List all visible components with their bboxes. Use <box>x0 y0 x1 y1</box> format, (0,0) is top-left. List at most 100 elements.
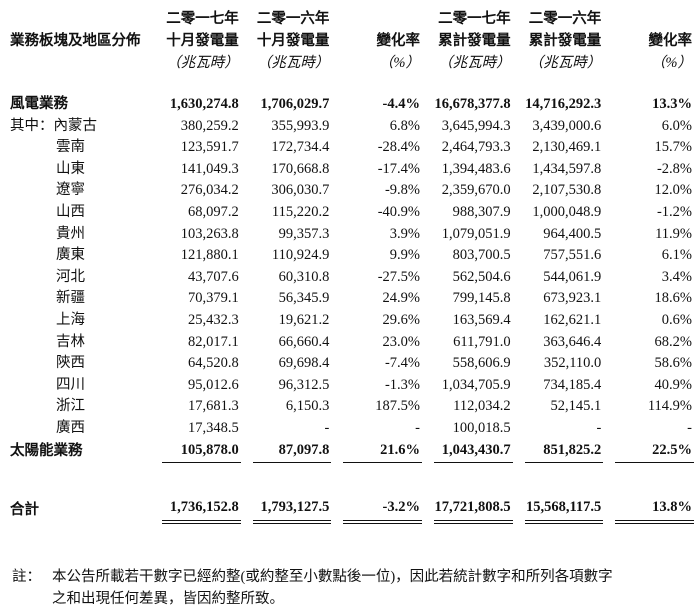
cell-value: -17.4% <box>377 160 420 177</box>
cell-value: 66,660.4 <box>278 333 330 350</box>
table-row-region: 山東 141,049.3 170,668.8 -17.4% 1,394,483.6 1,4… <box>10 159 694 181</box>
note-line-2: 之和出現任何差異，皆因約整所致。 <box>52 591 284 607</box>
cell-value: 123,591.7 <box>180 139 239 156</box>
cell-value: 2,359,670.0 <box>441 182 511 199</box>
footnote: 註： 本公告所載若干數字已經約整(或約整至小數點後一位)，因此若統計數字和所列各項… <box>12 566 700 610</box>
cell-value: 22.5% <box>615 440 694 464</box>
cell-value: 544,061.9 <box>543 268 602 285</box>
cell-value: 100,018.5 <box>452 419 511 436</box>
cell-value: 2,464,793.3 <box>441 139 511 156</box>
cell-value: 99,357.3 <box>278 225 330 242</box>
cell-value: 60,310.8 <box>278 268 330 285</box>
col-unit: （兆瓦時） <box>256 55 330 71</box>
col-unit: （兆瓦時） <box>528 55 602 71</box>
cell-value: 103,263.8 <box>180 225 239 242</box>
col-header-line1: 二零一七年 <box>166 11 239 27</box>
row-label: 廣西 <box>56 419 85 436</box>
cell-value: 6.8% <box>389 117 420 134</box>
row-label: 山西 <box>56 203 85 220</box>
col-unit: （兆瓦時） <box>166 55 239 71</box>
cell-value: - <box>596 419 602 436</box>
cell-value: - <box>415 419 420 436</box>
cell-value: 15.7% <box>654 139 692 156</box>
cell-value: -3.2% <box>343 497 422 524</box>
col-header-line2: 十月發電量 <box>256 33 330 49</box>
cell-value: 52,145.1 <box>550 398 602 415</box>
cell-value: 170,668.8 <box>271 160 330 177</box>
table-row-region: 吉林 82,017.1 66,660.4 23.0% 611,791.0 363,646.… <box>10 332 694 354</box>
cell-value: 43,707.6 <box>187 268 239 285</box>
cell-value: 70,379.1 <box>187 290 239 307</box>
col-unit: （%） <box>378 55 420 71</box>
cell-value: -2.8% <box>656 160 692 177</box>
col-header-line1 <box>603 8 694 30</box>
row-label: 陝西 <box>56 355 85 372</box>
cell-value: 306,030.7 <box>271 182 330 199</box>
cell-value: 16,678,377.8 <box>434 96 511 112</box>
cell-value: 141,049.3 <box>180 160 239 177</box>
cell-value: 24.9% <box>382 290 420 307</box>
cell-value: 9.9% <box>389 247 420 264</box>
cell-value: 56,345.9 <box>278 290 330 307</box>
cell-value: 19,621.2 <box>278 311 330 328</box>
cell-value: 0.6% <box>661 311 692 328</box>
cell-value: 17,721,808.5 <box>434 497 513 524</box>
table-row-region: 廣東 121,880.1 110,924.9 9.9% 803,700.5 757,551… <box>10 245 694 267</box>
table-row-region: 河北 43,707.6 60,310.8 -27.5% 562,504.6 544,061… <box>10 267 694 289</box>
cell-value: 276,034.2 <box>180 182 239 199</box>
table-row-region: 其中：內蒙古 380,259.2 355,993.9 6.8% 3,645,994.3 3… <box>10 116 694 138</box>
col-header-line2: 變化率 <box>376 33 421 49</box>
table-row-region: 貴州 103,263.8 99,357.3 3.9% 1,079,051.9 964,40… <box>10 224 694 246</box>
cell-value: 23.0% <box>382 333 420 350</box>
cell-value: 115,220.2 <box>271 203 330 220</box>
cell-value: 352,110.0 <box>543 355 602 372</box>
col-header-line2: 變化率 <box>648 33 693 49</box>
col-header-line2: 十月發電量 <box>166 33 239 49</box>
table-row-region: 廣西 17,348.5 - - 100,018.5 - - <box>10 418 694 440</box>
cell-value: -28.4% <box>377 139 420 156</box>
cell-value: 163,569.4 <box>452 311 511 328</box>
col-unit: （兆瓦時） <box>438 55 511 71</box>
cell-value: 11.9% <box>655 225 692 242</box>
row-label: 太陽能業務 <box>10 442 83 459</box>
cell-value: 13.8% <box>615 497 694 524</box>
cell-value: 121,880.1 <box>180 247 239 264</box>
col-header-line1 <box>331 8 422 30</box>
cell-value: 1,793,127.5 <box>252 497 332 524</box>
table-row-region: 上海 25,432.3 19,621.2 29.6% 163,569.4 162,621.… <box>10 310 694 332</box>
row-label: 新疆 <box>56 290 85 307</box>
header-row-1: 二零一七年 二零一六年 二零一七年 二零一六年 <box>10 8 694 30</box>
cell-value: 68.2% <box>654 333 692 350</box>
cell-value: 18.6% <box>654 290 692 307</box>
row-label: 浙江 <box>56 398 85 415</box>
cell-value: -40.9% <box>377 203 420 220</box>
cell-value: 611,791.0 <box>453 333 511 350</box>
cell-value: 1,706,029.7 <box>260 96 330 112</box>
cell-value: 68,097.2 <box>187 203 239 220</box>
table-row-region: 遼寧 276,034.2 306,030.7 -9.8% 2,359,670.0 2,10… <box>10 180 694 202</box>
cell-value: 380,259.2 <box>180 117 239 134</box>
cell-value: 964,400.5 <box>543 225 602 242</box>
cell-value: 110,924.9 <box>271 247 330 264</box>
row-label: 廣東 <box>56 247 85 264</box>
cell-value: 3.9% <box>389 225 420 242</box>
segment-header: 業務板塊及地區分佈 <box>10 33 141 49</box>
col-unit: （%） <box>650 55 692 71</box>
cell-value: 851,825.2 <box>524 440 604 464</box>
table-row-wind: 風電業務 1,630,274.8 1,706,029.7 -4.4% 16,678,37… <box>10 94 694 116</box>
cell-value: -27.5% <box>377 268 420 285</box>
cell-value: 114.9% <box>647 398 692 415</box>
cell-value: -1.2% <box>656 203 692 220</box>
cell-value: 58.6% <box>654 355 692 372</box>
header-row-units: （兆瓦時） （兆瓦時） （%） （兆瓦時） （兆瓦時） （%） <box>10 52 694 74</box>
table-row-region: 雲南 123,591.7 172,734.4 -28.4% 2,464,793.3 2,1… <box>10 137 694 159</box>
row-label: 合計 <box>10 501 39 518</box>
cell-value: 87,097.8 <box>252 440 332 464</box>
cell-value: 988,307.9 <box>452 203 511 220</box>
cell-value: 734,185.4 <box>543 376 602 393</box>
cell-value: 757,551.6 <box>543 247 602 264</box>
cell-value: 1,043,430.7 <box>434 440 513 464</box>
cell-value: 6.0% <box>661 117 692 134</box>
cell-value: 6,150.3 <box>285 398 330 415</box>
table-row-region: 新疆 70,379.1 56,345.9 24.9% 799,145.8 673,923.… <box>10 288 694 310</box>
